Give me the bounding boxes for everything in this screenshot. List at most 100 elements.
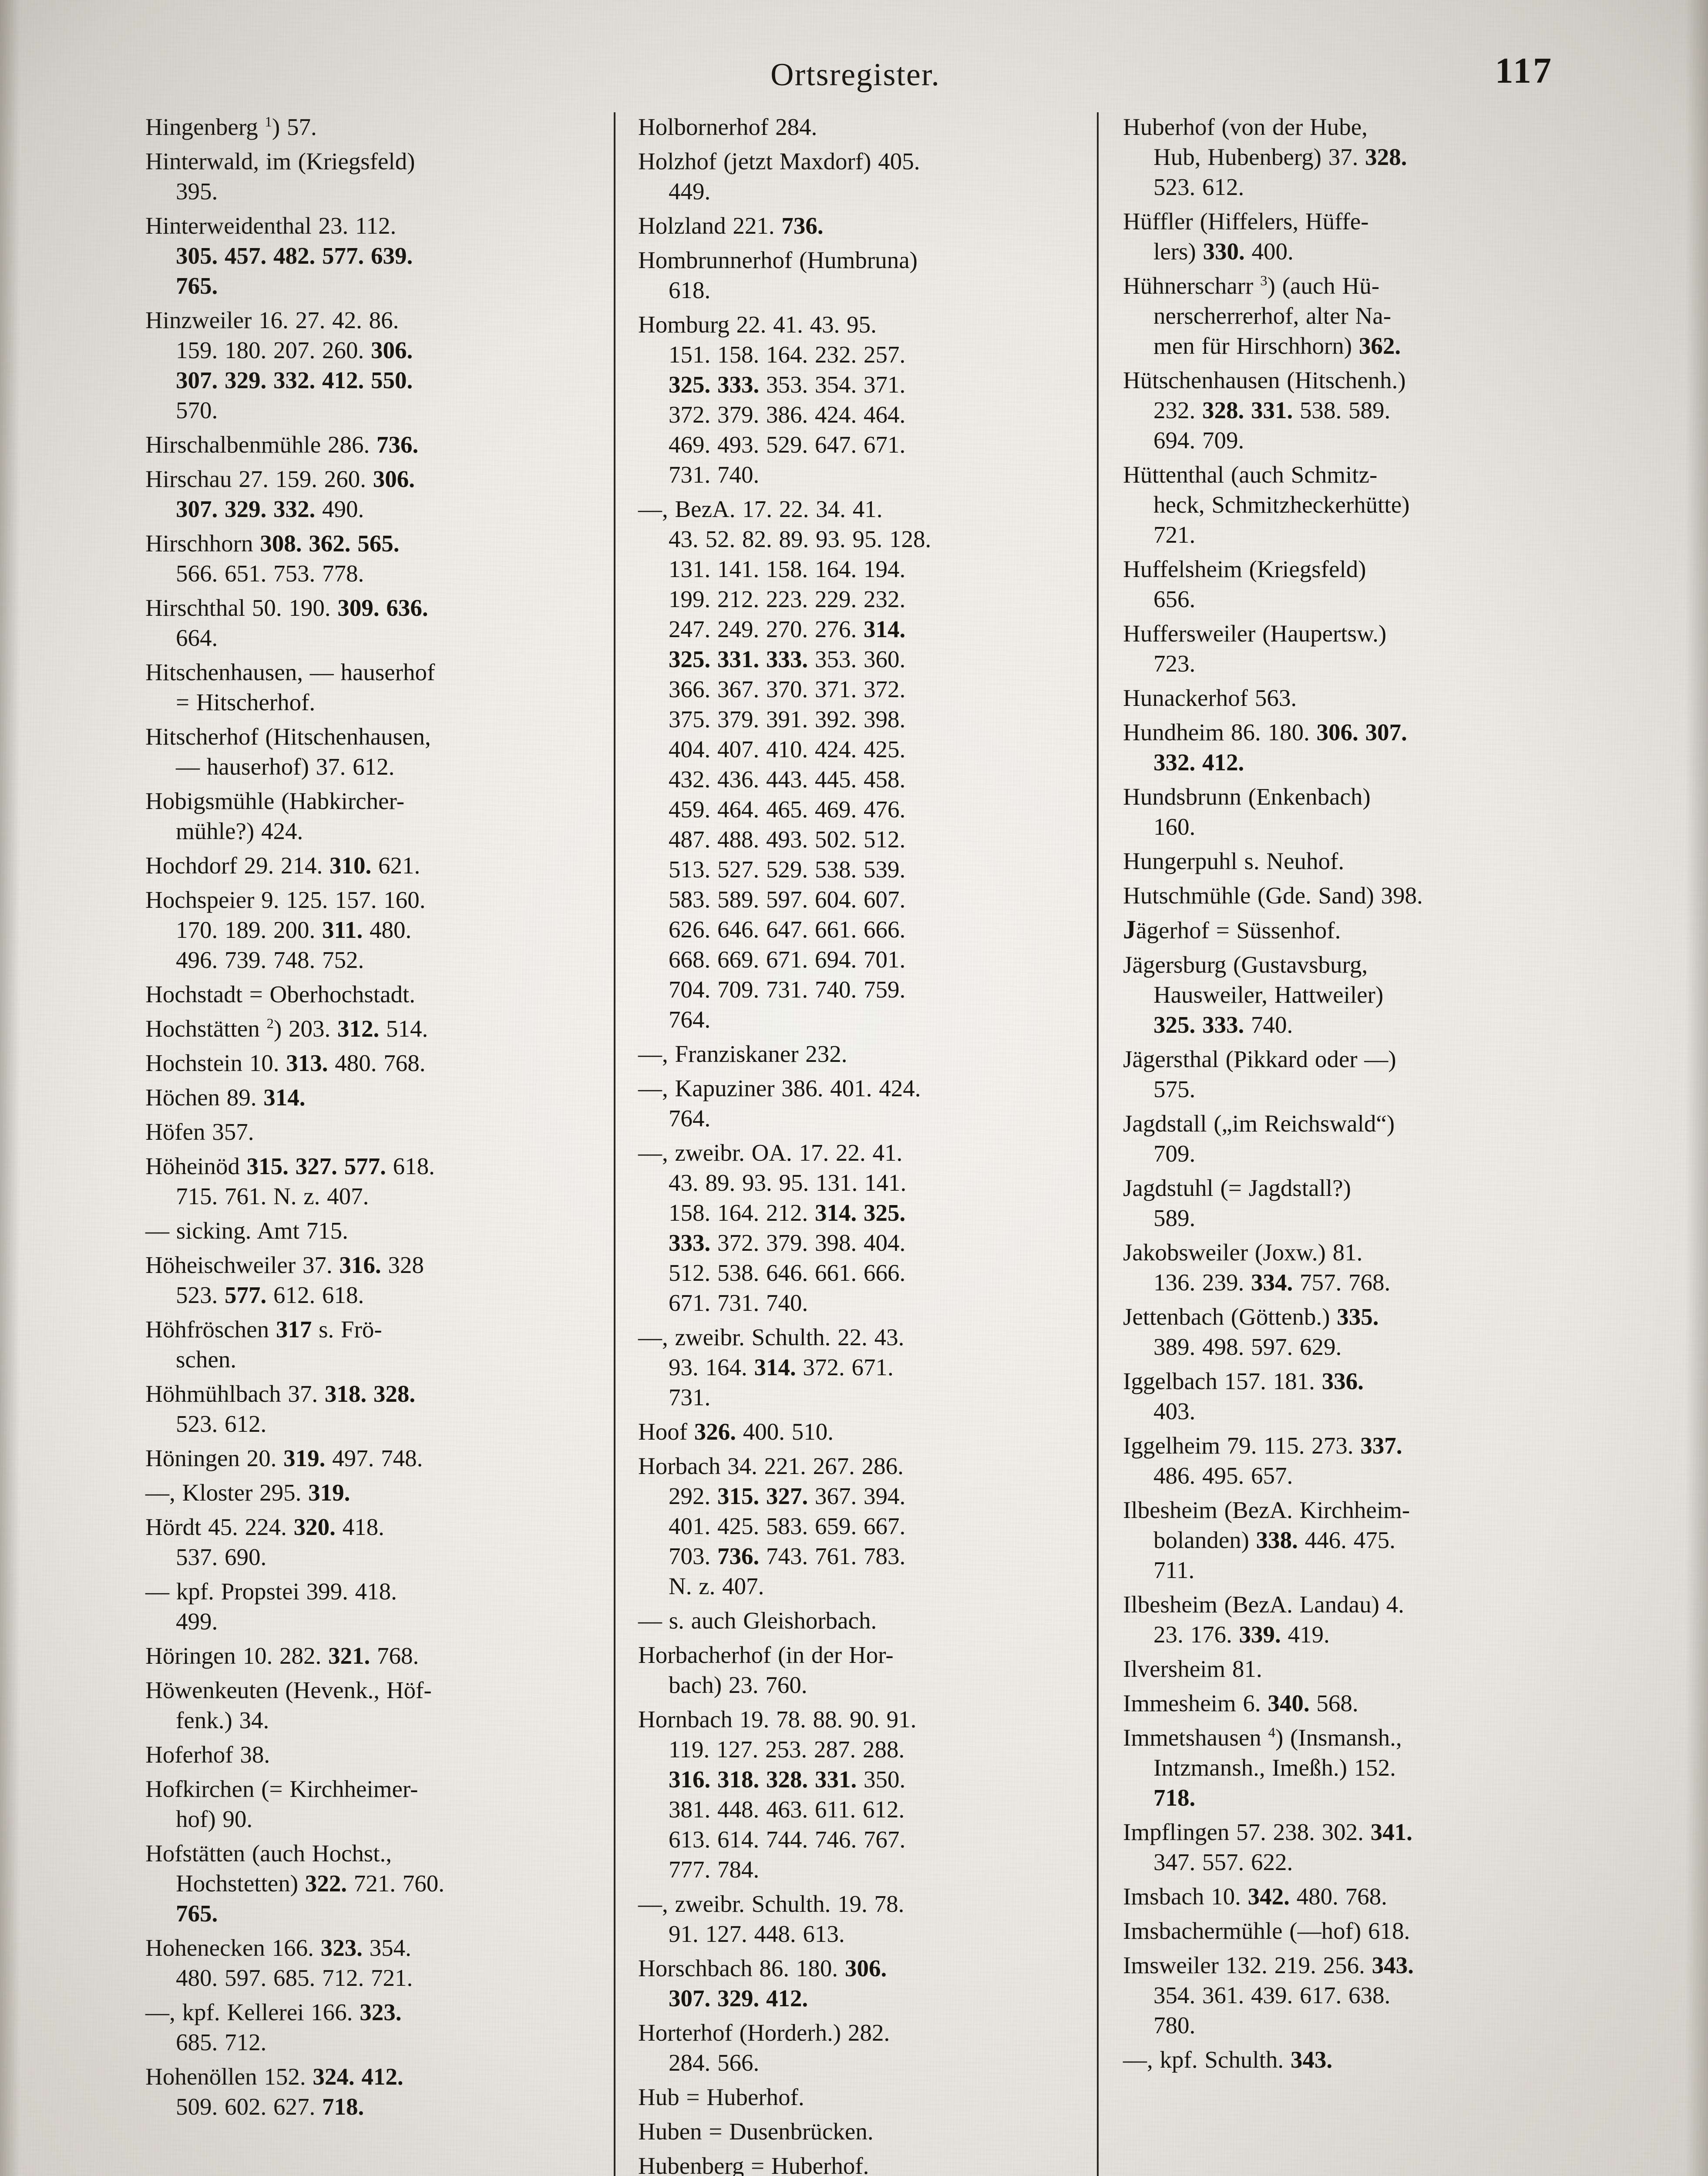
index-entry-continuation-line: 160. [1153,813,1196,840]
index-entry-continuation-line: 499. [176,1608,218,1635]
entry-list-3: Huberhof (von der Hube, Hub, Hubenberg) 3… [1123,112,1564,2074]
index-entry-headword-line: Hohenecken 166. 323. 354. [145,1934,411,1961]
index-entry-continuation-line: 333. 372. 379. 398. 404. [669,1229,906,1256]
index-entry-continuation-line: 721. [1153,521,1196,548]
index-entry-continuation-line: 731. 740. [669,461,760,488]
index-entry-headword-line: Hirschthal 50. 190. 309. 636. [145,594,428,621]
index-entry-headword-line: Höhmühlbach 37. 318. 328. [145,1380,416,1407]
index-entry-continuation-line: 668. 669. 671. 694. 701. [669,946,906,973]
index-entry-headword-line: Hirschalbenmühle 286. 736. [145,431,419,458]
index-entry-headword-line: Hungerpuhl s. Neuhof. [1123,848,1345,874]
index-entry-continuation-line: 765. [176,1900,218,1927]
index-entry-headword-line: —, zweibr. OA. 17. 22. 41. [638,1139,903,1166]
index-entry-headword-line: Hüffler (Hiffelers, Hüffe- [1123,208,1369,235]
index-entry-headword-line: Hoof 326. 400. 510. [638,1418,834,1445]
index-entry-headword-line: Hutschmühle (Gde. Sand) 398. [1123,882,1423,909]
index-entry-continuation-line: 715. 761. N. z. 407. [176,1183,369,1209]
index-entry-headword-line: Hinzweiler 16. 27. 42. 86. [145,307,399,333]
index-entry-continuation-line: bolanden) 338. 446. 475. [1153,1527,1395,1553]
index-entry-continuation-line: 43. 89. 93. 95. 131. 141. [669,1169,907,1196]
index-entry-headword-line: Jettenbach (Göttenb.) 335. [1123,1303,1379,1330]
index-entry-continuation-line: Hausweiler, Hattweiler) [1153,981,1384,1008]
index-entry-headword-line: Holzhof (jetzt Maxdorf) 405. [638,148,920,175]
index-column-3: Huberhof (von der Hube, Hub, Hubenberg) 3… [1097,112,1580,2176]
index-entry-continuation-line: 432. 436. 443. 445. 458. [669,766,906,792]
index-entry-continuation-line: 780. [1153,2012,1196,2038]
index-entry-continuation-line: 403. [1153,1398,1196,1424]
index-entry-continuation-line: 523. 577. 612. 618. [176,1282,364,1308]
index-entry-continuation-line: 119. 127. 253. 287. 288. [669,1736,905,1763]
index-entry-headword-line: Höchen 89. 314. [145,1084,306,1111]
index-entry-headword-line: Horschbach 86. 180. 306. [638,1955,887,1981]
index-entry-continuation-line: 570. [176,397,218,423]
index-entry-headword-line: —, Kloster 295. 319. [145,1479,350,1506]
index-entry-continuation-line: 589. [1153,1205,1196,1231]
index-entry-continuation-line: Hochstetten) 322. 721. 760. [176,1870,445,1897]
index-entry-continuation-line: 307. 329. 332. 412. 550. [176,367,413,393]
index-entry-headword-line: — sicking. Amt 715. [145,1217,348,1244]
index-entry-headword-line: Iggelheim 79. 115. 273. 337. [1123,1432,1402,1459]
right-edge-shadow [1685,0,1708,2176]
index-entry-headword-line: Horterhof (Horderh.) 282. [638,2019,890,2046]
index-entry-headword-line: Ilbesheim (BezA. Landau) 4. [1123,1591,1404,1618]
index-entry-continuation-line: 731. [669,1384,711,1410]
index-entry-headword-line: Huben = Dusenbrücken. [638,2118,874,2145]
index-entry-headword-line: — s. auch Gleishorbach. [638,1607,877,1634]
index-entry-continuation-line: 395. [176,178,218,205]
index-entry-headword-line: Hobigsmühle (Habkircher- [145,788,405,814]
index-entry-headword-line: Höwenkeuten (Hevenk., Höf- [145,1677,432,1703]
index-entry-headword-line: Horbach 34. 221. 267. 286. [638,1453,904,1479]
index-entry-headword-line: Hingenberg 1) 57. [145,114,317,140]
index-entry-continuation-line: 480. 597. 685. 712. 721. [176,1964,413,1991]
index-entry-continuation-line: 389. 498. 597. 629. [1153,1333,1342,1360]
index-entry-continuation-line: 325. 333. 740. [1153,1011,1293,1038]
index-entry-headword-line: Hitscherhof (Hitschenhausen, [145,723,431,750]
index-entry-continuation-line: 366. 367. 370. 371. 372. [669,676,906,702]
index-entry-continuation-line: 703. 736. 743. 761. 783. [669,1543,906,1569]
index-entry-headword-line: Hördt 45. 224. 320. 418. [145,1514,384,1540]
index-entry-continuation-line: 93. 164. 314. 372. 671. [669,1354,894,1380]
index-entry-continuation-line: 354. 361. 439. 617. 638. [1153,1982,1391,2008]
index-entry-headword-line: Jagdstuhl (= Jagdstall?) [1123,1175,1351,1201]
index-entry-headword-line: Hunackerhof 563. [1123,685,1297,711]
index-entry-continuation-line: 671. 731. 740. [669,1289,808,1316]
index-entry-headword-line: —, zweibr. Schulth. 22. 43. [638,1324,904,1350]
index-entry-headword-line: Jägersburg (Gustavsburg, [1123,951,1368,978]
index-entry-headword-line: Huberhof (von der Hube, [1123,114,1368,140]
index-entry-continuation-line: 764. [669,1006,711,1033]
index-entry-continuation-line: 723. [1153,650,1196,677]
index-entry-continuation-line: 512. 538. 646. 661. 666. [669,1259,906,1286]
index-entry-headword-line: Jägerhof = Süssenhof. [1123,915,1341,944]
index-entry-headword-line: Jakobsweiler (Joxw.) 81. [1123,1239,1363,1266]
footnote-marker: 3 [1260,273,1268,289]
index-entry-continuation-line: 626. 646. 647. 661. 666. [669,916,906,943]
index-entry-headword-line: Hornbach 19. 78. 88. 90. 91. [638,1706,917,1733]
left-edge-shadow [0,0,20,2176]
index-entry-headword-line: Iggelbach 157. 181. 336. [1123,1368,1364,1394]
index-entry-continuation-line: 711. [1153,1557,1195,1583]
index-entry-continuation-line: 305. 457. 482. 577. 639. [176,242,413,269]
index-entry-headword-line: Hoferhof 38. [145,1741,270,1768]
index-entry-headword-line: Höringen 10. 282. 321. 768. [145,1642,419,1669]
index-entry-continuation-line: 664. [176,625,218,651]
index-entry-continuation-line: 151. 158. 164. 232. 257. [669,341,906,368]
index-entry-continuation-line: hof) 90. [176,1806,253,1832]
index-entry-headword-line: Ilbesheim (BezA. Kirchheim- [1123,1497,1410,1523]
index-column-1: Hingenberg 1) 57. Hinterwald, im (Kriegsf… [131,112,614,2176]
footnote-marker: 1 [265,114,272,130]
footnote-marker: 4 [1268,1725,1275,1741]
index-entry-headword-line: Hütschenhausen (Hitschenh.) [1123,367,1406,393]
index-column-2: Holbornerhof 284. Holzhof (jetzt Maxdorf)… [614,112,1097,2176]
index-entry-continuation-line: fenk.) 34. [176,1707,269,1733]
index-entry-headword-line: Höheischweiler 37. 316. 328 [145,1252,424,1278]
index-entry-continuation-line: Hub, Hubenberg) 37. 328. [1153,144,1407,170]
index-entry-headword-line: Hinterweidenthal 23. 112. [145,212,397,239]
index-entry-continuation-line: 158. 164. 212. 314. 325. [669,1199,906,1226]
index-entry-continuation-line: 469. 493. 529. 647. 671. [669,431,906,458]
index-entry-continuation-line: mühle?) 424. [176,818,303,844]
index-entry-continuation-line: 247. 249. 270. 276. 314. [669,616,906,642]
index-entry-headword-line: —, kpf. Kellerei 166. 323. [145,1999,402,2025]
index-entry-continuation-line: — hauserhof) 37. 612. [176,753,395,780]
index-entry-headword-line: Imsweiler 132. 219. 256. 343. [1123,1952,1414,1978]
